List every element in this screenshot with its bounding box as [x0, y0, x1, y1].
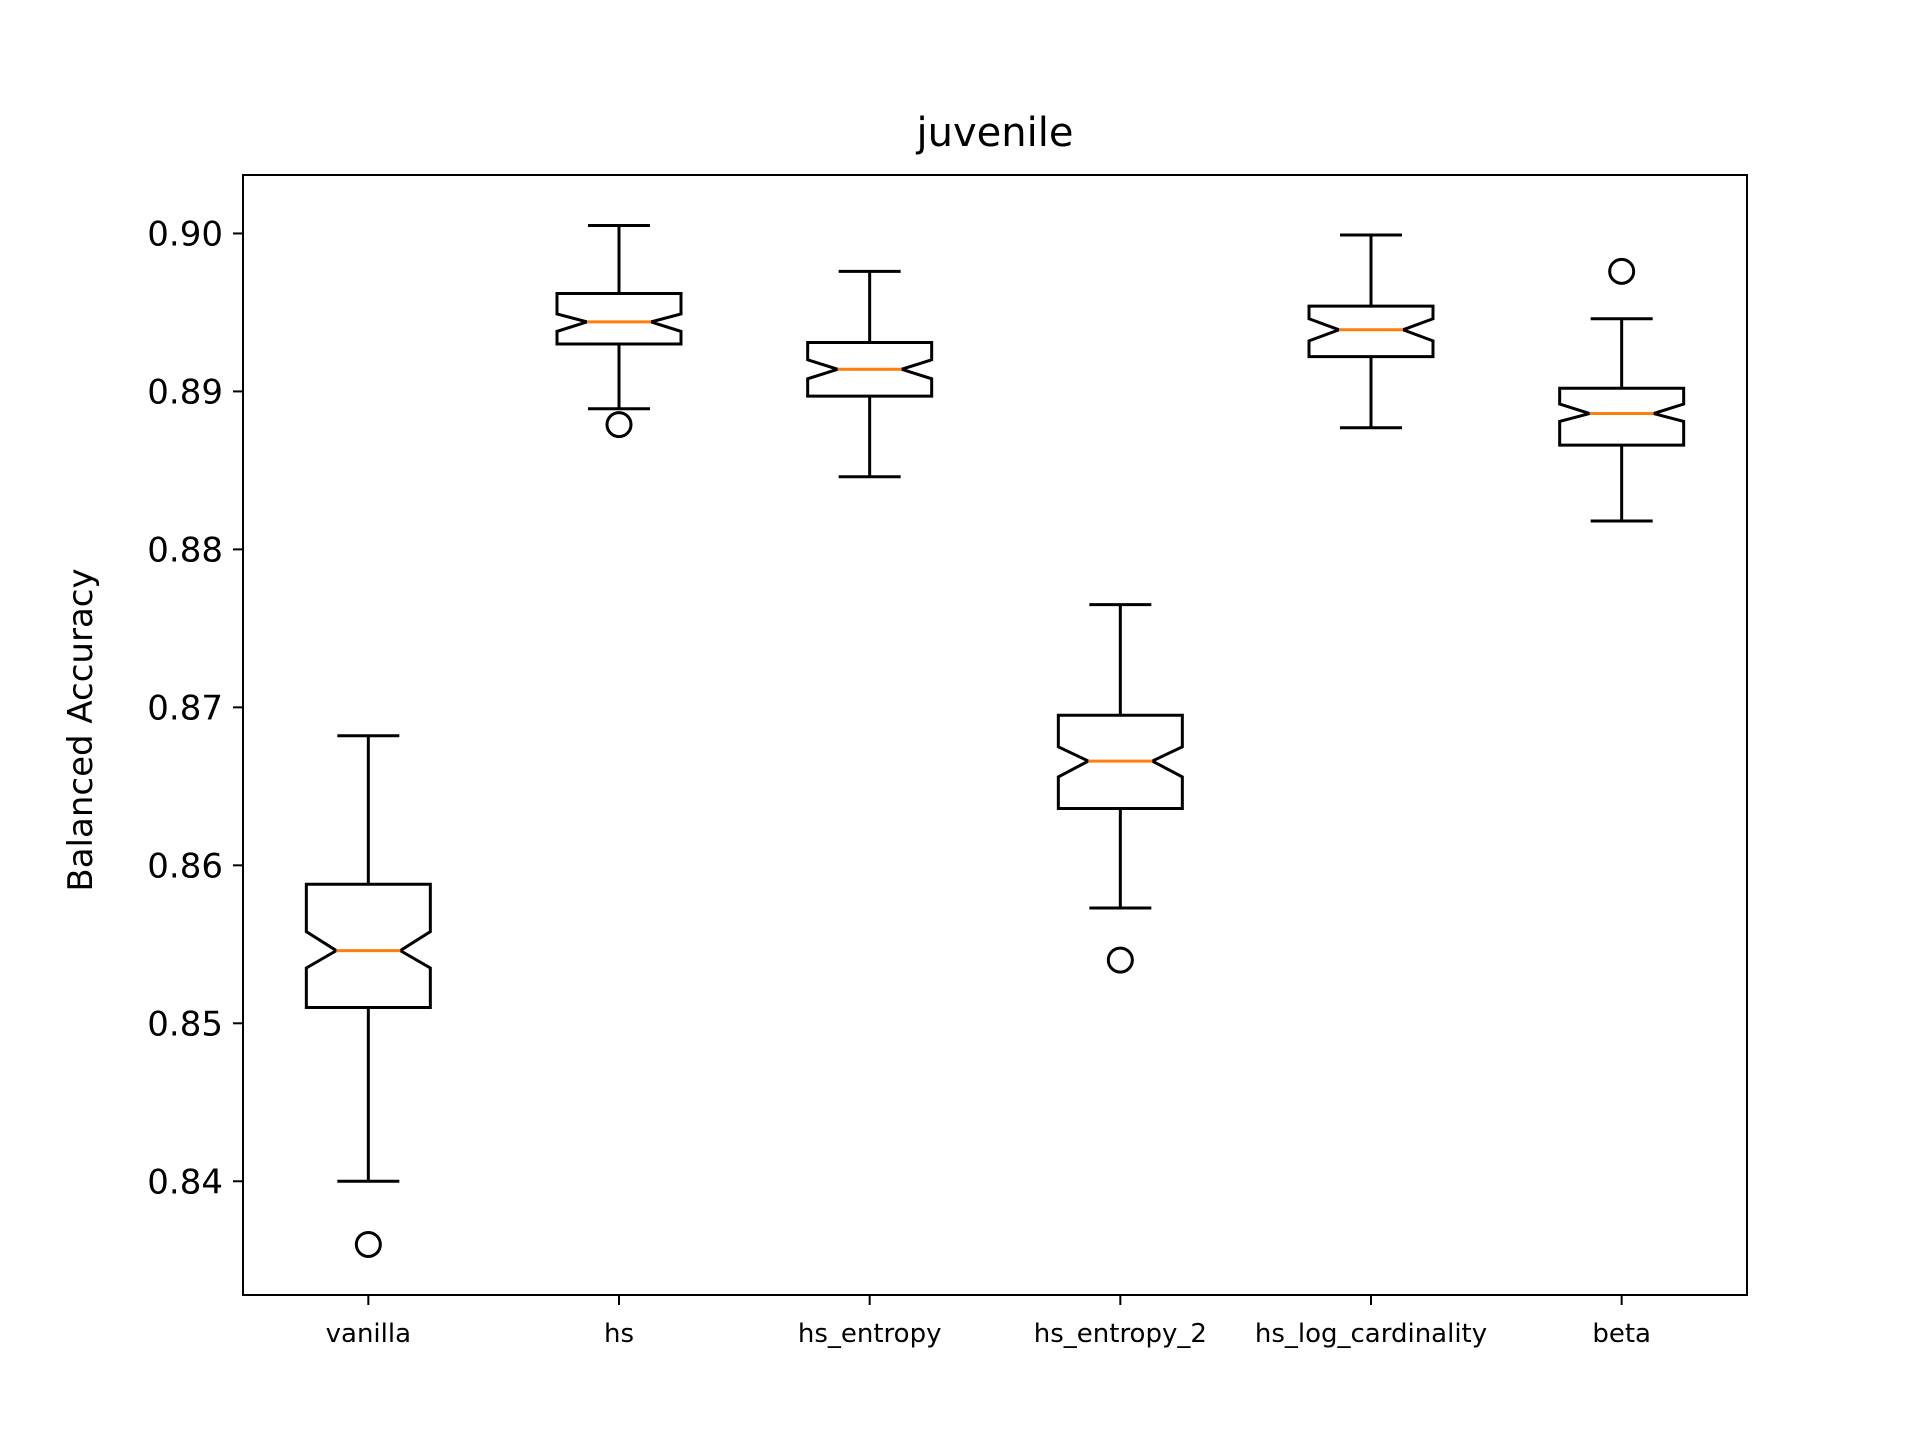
box-hs — [555, 291, 683, 346]
box-beta — [1558, 386, 1686, 447]
outlier-point — [1608, 257, 1636, 285]
y-tick-label: 0.85 — [147, 1004, 223, 1044]
y-tick-label: 0.87 — [147, 688, 223, 728]
x-tick-label: hs — [604, 1319, 634, 1349]
box-vanilla — [304, 882, 432, 1009]
y-tick-label: 0.90 — [147, 214, 223, 254]
y-tick-label: 0.88 — [147, 530, 223, 570]
y-axis-label: Balanced Accuracy — [61, 568, 101, 891]
outlier-point — [605, 411, 633, 439]
plot-frame — [242, 174, 1748, 1296]
outlier-point — [354, 1230, 382, 1258]
x-tick-label: hs_log_cardinality — [1255, 1319, 1487, 1349]
y-tick-label: 0.84 — [147, 1162, 223, 1202]
x-tick-label: hs_entropy_2 — [1034, 1319, 1207, 1349]
outlier-point — [1106, 946, 1134, 974]
x-tick-label: beta — [1592, 1319, 1651, 1349]
box-hs_log_cardinality — [1307, 304, 1435, 359]
y-tick-label: 0.86 — [147, 846, 223, 886]
y-tick-label: 0.89 — [147, 372, 223, 412]
chart-title: juvenile — [916, 110, 1074, 156]
x-tick-label: hs_entropy — [798, 1319, 942, 1349]
x-tick-label: vanilla — [326, 1319, 411, 1349]
